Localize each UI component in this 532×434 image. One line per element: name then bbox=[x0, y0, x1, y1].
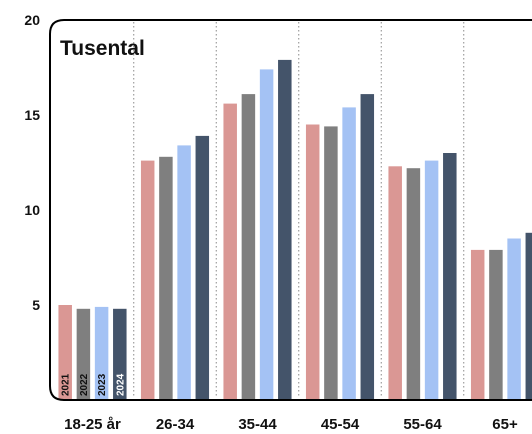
legend-label: 2021 bbox=[61, 373, 72, 396]
bar bbox=[470, 249, 485, 400]
bar bbox=[424, 160, 439, 400]
bars bbox=[58, 59, 532, 401]
bar bbox=[278, 59, 292, 401]
category-separators bbox=[133, 22, 465, 398]
bar bbox=[241, 94, 256, 400]
bar bbox=[259, 69, 274, 401]
x-tick-label: 18-25 år bbox=[64, 416, 121, 433]
bar bbox=[525, 232, 532, 400]
plot-frame bbox=[49, 19, 532, 401]
y-tick-label: 10 bbox=[24, 202, 40, 218]
bar bbox=[443, 153, 457, 400]
bar bbox=[159, 156, 173, 400]
bar bbox=[360, 94, 375, 400]
legend-label: 2023 bbox=[97, 373, 108, 396]
x-tick-label: 45-54 bbox=[321, 416, 360, 433]
bar bbox=[388, 166, 402, 400]
x-tick-label: 65+ bbox=[492, 416, 518, 433]
bar bbox=[342, 107, 356, 401]
x-tick-label: 26-34 bbox=[156, 416, 195, 433]
x-tick-label: 35-44 bbox=[238, 416, 277, 433]
bar bbox=[94, 306, 109, 400]
bar bbox=[177, 145, 191, 400]
y-tick-label: 5 bbox=[32, 297, 40, 313]
bar bbox=[305, 124, 320, 400]
bar bbox=[406, 168, 421, 400]
bar bbox=[195, 135, 210, 400]
legend-label: 2022 bbox=[79, 373, 90, 396]
legend: 2021 2022 2023 2024 bbox=[61, 373, 127, 396]
bar bbox=[58, 305, 72, 400]
bar bbox=[324, 126, 338, 401]
bar bbox=[223, 103, 237, 400]
legend-label: 2024 bbox=[115, 373, 126, 396]
y-axis: 5 10 15 20 bbox=[24, 12, 40, 313]
y-tick-label: 20 bbox=[24, 12, 40, 28]
bar bbox=[76, 308, 91, 400]
bar bbox=[489, 249, 503, 400]
y-tick-label: 15 bbox=[24, 107, 40, 123]
x-axis: 18-25 år 26-34 35-44 45-54 55-64 65+ bbox=[64, 416, 518, 433]
bar bbox=[507, 238, 521, 400]
unit-title: Tusental bbox=[60, 37, 145, 60]
bar bbox=[140, 160, 155, 400]
x-tick-label: 55-64 bbox=[403, 416, 442, 433]
bar bbox=[113, 308, 127, 400]
